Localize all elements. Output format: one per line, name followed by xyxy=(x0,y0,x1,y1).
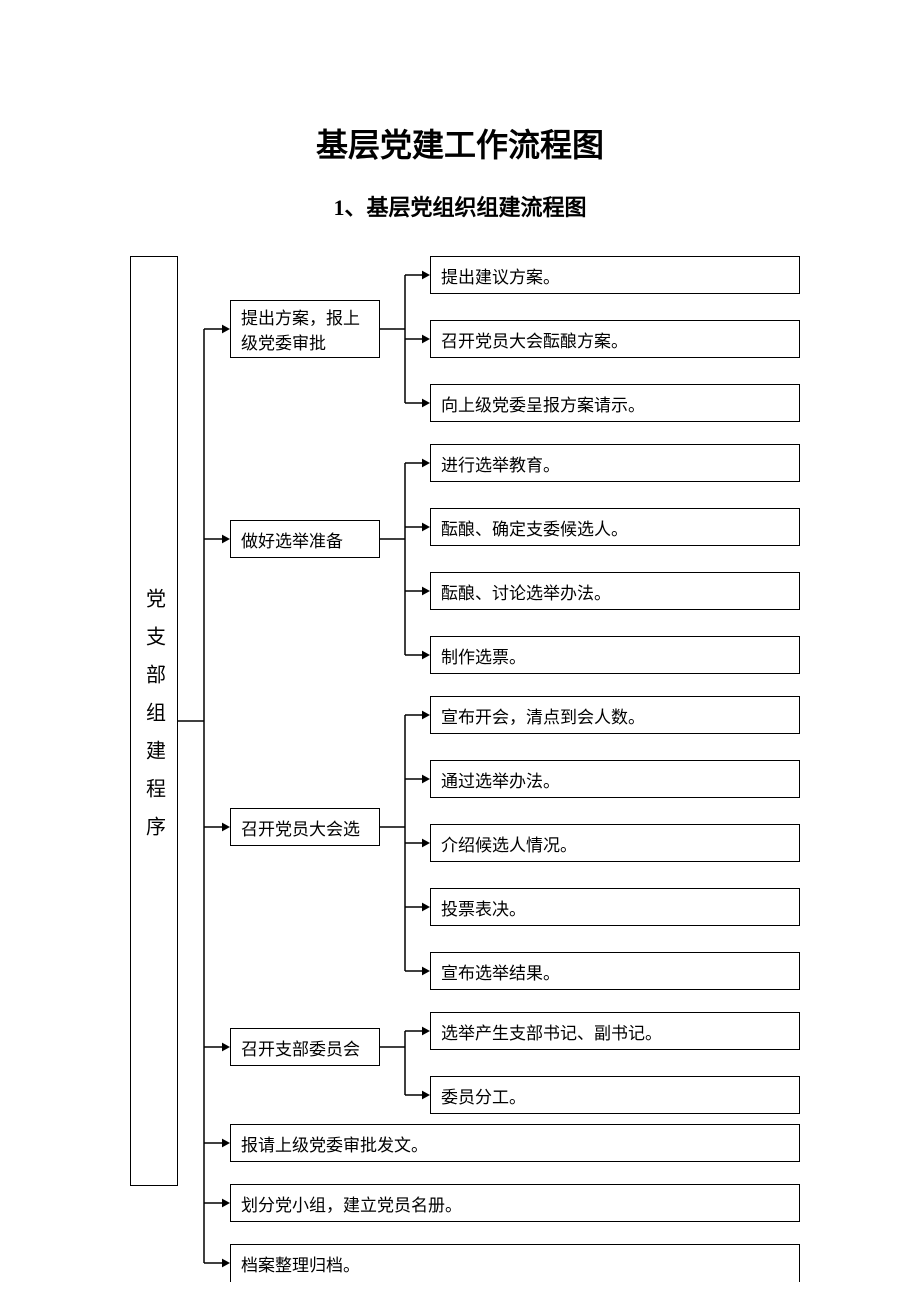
detail-node: 召开党员大会酝酿方案。 xyxy=(430,320,800,358)
main-title: 基层党建工作流程图 xyxy=(0,120,920,166)
detail-node: 投票表决。 xyxy=(430,888,800,926)
tail-node: 档案整理归档。 xyxy=(230,1244,800,1282)
group-node: 做好选举准备 xyxy=(230,520,380,558)
tail-node: 报请上级党委审批发文。 xyxy=(230,1124,800,1162)
tail-node: 划分党小组，建立党员名册。 xyxy=(230,1184,800,1222)
detail-node: 制作选票。 xyxy=(430,636,800,674)
detail-node: 宣布开会，清点到会人数。 xyxy=(430,696,800,734)
detail-node: 选举产生支部书记、副书记。 xyxy=(430,1012,800,1050)
detail-node: 提出建议方案。 xyxy=(430,256,800,294)
detail-node: 酝酿、确定支委候选人。 xyxy=(430,508,800,546)
group-node: 召开党员大会选 xyxy=(230,808,380,846)
detail-node: 向上级党委呈报方案请示。 xyxy=(430,384,800,422)
sub-title: 1、基层党组织组建流程图 xyxy=(0,190,920,222)
detail-node: 酝酿、讨论选举办法。 xyxy=(430,572,800,610)
detail-node: 宣布选举结果。 xyxy=(430,952,800,990)
detail-node: 通过选举办法。 xyxy=(430,760,800,798)
root-node: 党支部组建程序 xyxy=(130,256,178,1186)
detail-node: 进行选举教育。 xyxy=(430,444,800,482)
group-node: 召开支部委员会 xyxy=(230,1028,380,1066)
group-node: 提出方案，报上级党委审批 xyxy=(230,300,380,358)
detail-node: 委员分工。 xyxy=(430,1076,800,1114)
detail-node: 介绍候选人情况。 xyxy=(430,824,800,862)
